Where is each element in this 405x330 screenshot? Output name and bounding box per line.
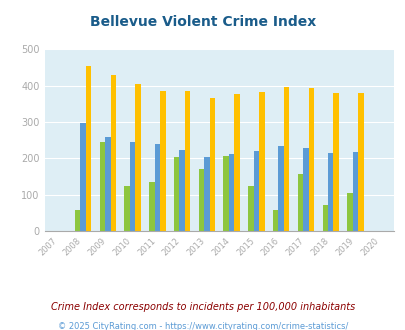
Bar bbox=[173, 157, 179, 231]
Bar bbox=[75, 210, 80, 231]
Bar bbox=[135, 84, 141, 231]
Bar bbox=[130, 142, 135, 231]
Bar bbox=[322, 205, 327, 231]
Bar bbox=[179, 150, 184, 231]
Bar bbox=[272, 210, 278, 231]
Bar bbox=[154, 144, 160, 231]
Bar bbox=[278, 146, 283, 231]
Bar bbox=[346, 192, 352, 231]
Bar bbox=[184, 90, 190, 231]
Text: Bellevue Violent Crime Index: Bellevue Violent Crime Index bbox=[90, 15, 315, 29]
Bar bbox=[247, 185, 253, 231]
Bar bbox=[327, 153, 333, 231]
Bar bbox=[253, 151, 258, 231]
Bar bbox=[352, 152, 357, 231]
Bar bbox=[209, 98, 215, 231]
Bar bbox=[105, 137, 110, 231]
Bar bbox=[297, 174, 303, 231]
Bar bbox=[124, 185, 130, 231]
Bar bbox=[204, 157, 209, 231]
Bar bbox=[80, 123, 85, 231]
Bar bbox=[283, 87, 289, 231]
Bar bbox=[258, 92, 264, 231]
Bar bbox=[303, 148, 308, 231]
Text: © 2025 CityRating.com - https://www.cityrating.com/crime-statistics/: © 2025 CityRating.com - https://www.city… bbox=[58, 322, 347, 330]
Bar bbox=[308, 88, 313, 231]
Bar bbox=[198, 169, 204, 231]
Bar bbox=[333, 93, 338, 231]
Bar bbox=[149, 182, 154, 231]
Bar bbox=[234, 94, 239, 231]
Bar bbox=[85, 66, 91, 231]
Bar bbox=[99, 142, 105, 231]
Bar bbox=[357, 93, 363, 231]
Text: Crime Index corresponds to incidents per 100,000 inhabitants: Crime Index corresponds to incidents per… bbox=[51, 302, 354, 312]
Bar bbox=[223, 156, 228, 231]
Bar bbox=[110, 75, 116, 231]
Bar bbox=[160, 90, 165, 231]
Bar bbox=[228, 154, 234, 231]
